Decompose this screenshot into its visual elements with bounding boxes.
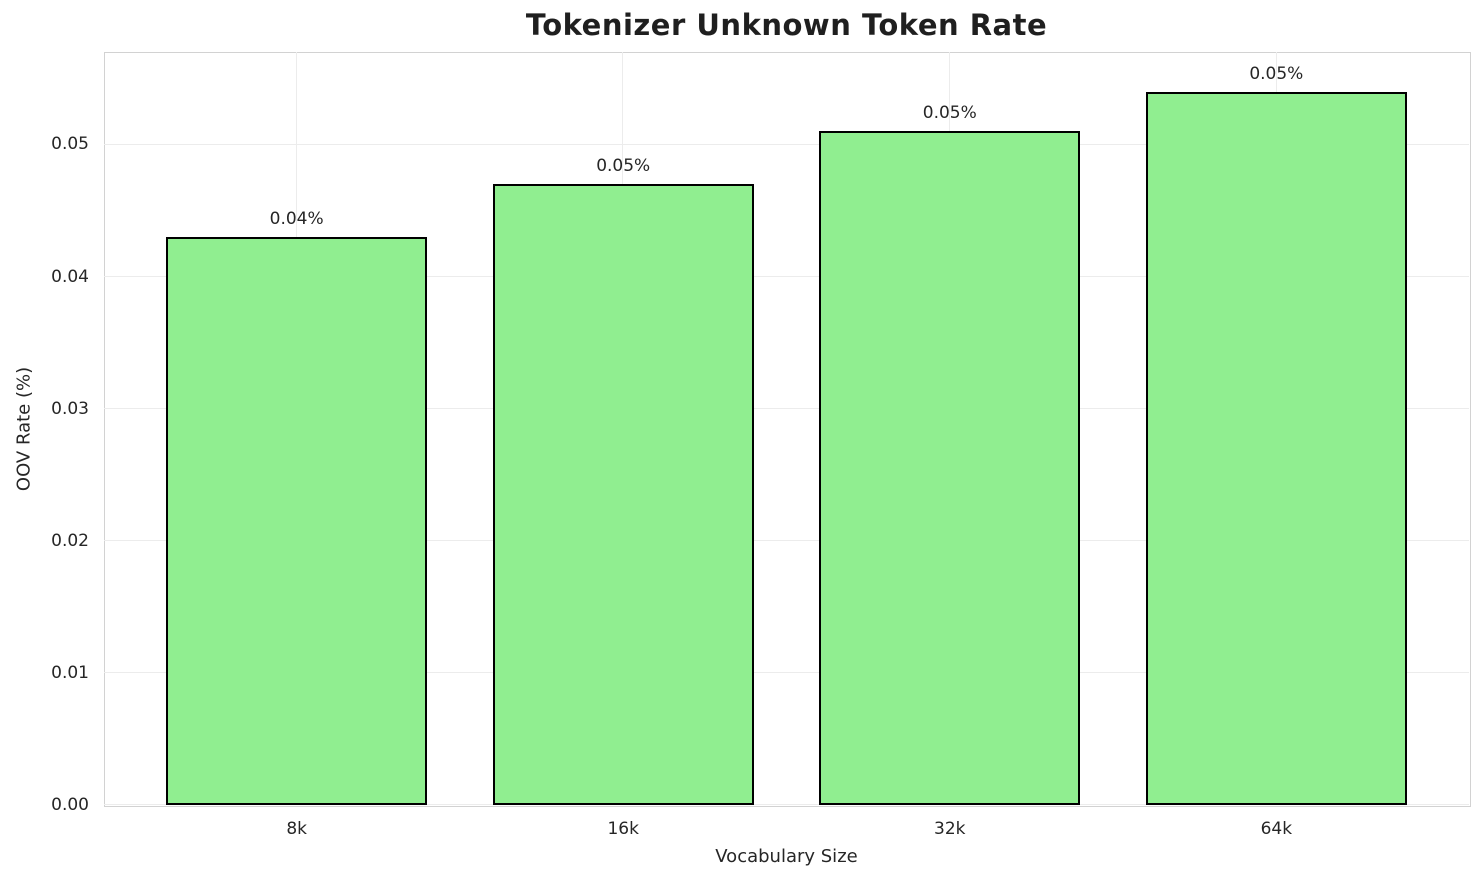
x-tick-label: 16k xyxy=(607,819,639,839)
x-tick-label: 8k xyxy=(286,819,307,839)
chart-title: Tokenizer Unknown Token Rate xyxy=(525,8,1048,42)
y-tick-label: 0.04 xyxy=(51,266,89,287)
y-gridline xyxy=(104,540,1469,542)
x-tick-label: 64k xyxy=(1260,819,1293,839)
x-tick-label: 32k xyxy=(934,819,966,839)
bar-32k xyxy=(819,131,1081,805)
bar-value-label: 0.05% xyxy=(922,103,977,124)
y-gridline xyxy=(104,275,1469,277)
y-tick-label: 0.02 xyxy=(51,530,89,551)
y-tick-label: 0.05 xyxy=(51,134,89,155)
y-tick-label: 0.00 xyxy=(51,795,89,815)
bar-value-label: 0.04% xyxy=(269,208,324,229)
bar-16k xyxy=(492,184,754,805)
bar-value-label: 0.05% xyxy=(596,156,651,177)
y-gridline xyxy=(104,804,1469,806)
y-gridline xyxy=(104,143,1469,145)
bar-value-label: 0.05% xyxy=(1249,63,1304,84)
y-tick-label: 0.03 xyxy=(51,398,89,419)
bar-8k xyxy=(166,236,428,805)
y-gridline xyxy=(104,407,1469,409)
y-gridline xyxy=(104,672,1469,674)
y-tick-label: 0.01 xyxy=(51,662,89,683)
bar-64k xyxy=(1145,91,1407,805)
y-axis-label: OOV Rate (%) xyxy=(13,366,35,492)
x-axis-label: Vocabulary Size xyxy=(715,846,858,867)
